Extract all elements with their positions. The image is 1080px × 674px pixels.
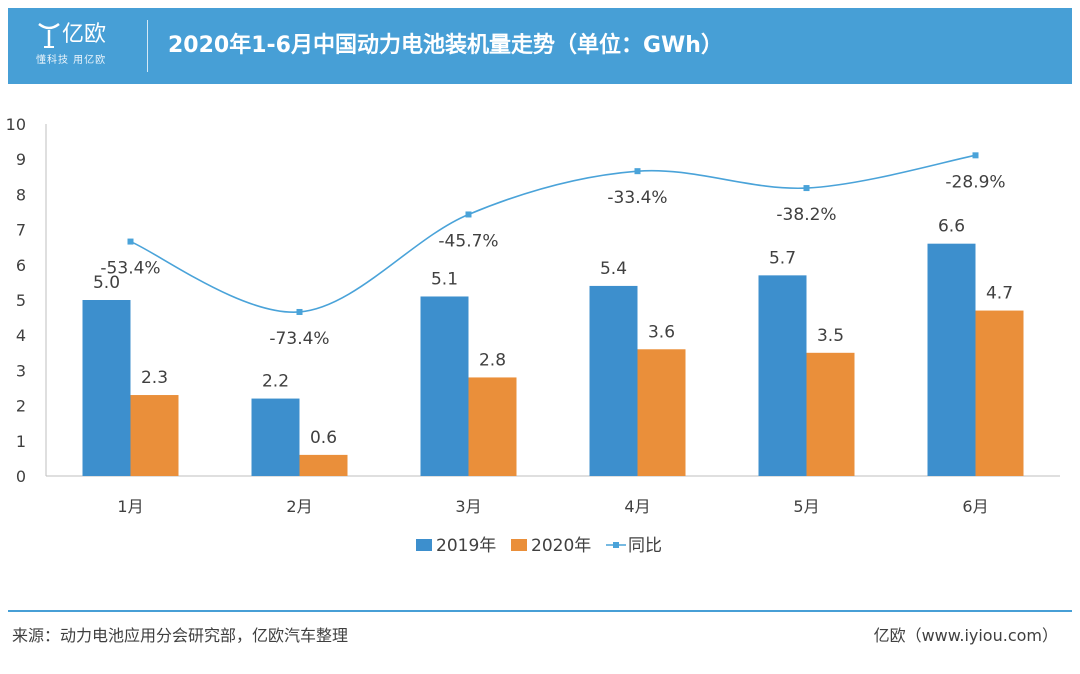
y-tick-label: 9 (16, 150, 26, 169)
yoy-marker (803, 185, 810, 192)
brand-logo: 亿欧 懂科技 用亿欧 (36, 20, 132, 72)
logo-slogan: 懂科技 用亿欧 (36, 55, 107, 66)
bar-2019 (251, 398, 300, 476)
legend-swatch-yoy-marker (613, 542, 619, 548)
yoy-marker (972, 152, 979, 159)
logo-mark-icon (38, 22, 60, 48)
site-credit: 亿欧（www.iyiou.com） (873, 626, 1058, 645)
header-banner: 亿欧 懂科技 用亿欧 2020年1-6月中国动力电池装机量走势（单位：GWh） (8, 8, 1072, 84)
legend-swatch-2020 (511, 539, 527, 551)
bar-2019-value-label: 2.2 (262, 372, 289, 392)
legend-label-2020: 2020年 (531, 536, 591, 556)
yoy-marker (127, 238, 134, 245)
bar-2020 (130, 395, 179, 476)
bar-2020-value-label: 3.6 (648, 322, 675, 342)
y-tick-label: 3 (16, 361, 26, 380)
yoy-value-label: -38.2% (776, 205, 836, 225)
yoy-value-label: -33.4% (607, 188, 667, 208)
y-tick-label: 10 (6, 115, 26, 134)
x-tick-label: 4月 (624, 497, 650, 516)
yoy-value-label: -28.9% (945, 172, 1005, 192)
y-tick-label: 6 (16, 256, 26, 275)
y-tick-label: 2 (16, 397, 26, 416)
bar-2020 (975, 310, 1024, 476)
bar-2019 (927, 243, 976, 476)
bar-2019 (589, 285, 638, 476)
bar-2020-value-label: 4.7 (986, 284, 1013, 304)
x-tick-label: 1月 (117, 497, 143, 516)
logo-name: 亿欧 (62, 22, 107, 47)
legend-label-yoy: 同比 (628, 536, 662, 556)
footer-divider (8, 610, 1072, 612)
yoy-marker (634, 168, 641, 175)
chart-area: 0 1 2 3 4 5 6 7 8 9 10 5.0 2.3 1月 2.2 0.6 2月 5.1 2.8 3月 5.4 3… (6, 115, 1060, 556)
bar-2020 (299, 454, 348, 476)
bar-2019-value-label: 5.0 (93, 273, 120, 293)
bar-2020-value-label: 0.6 (310, 428, 337, 448)
bar-2019-value-label: 6.6 (938, 217, 965, 237)
chart-title: 2020年1-6月中国动力电池装机量走势（单位：GWh） (168, 33, 723, 58)
y-tick-label: 7 (16, 221, 26, 240)
source-note: 来源：动力电池应用分会研究部，亿欧汽车整理 (12, 626, 349, 645)
bar-2020-value-label: 2.8 (479, 350, 506, 370)
legend-swatch-2019 (416, 539, 432, 551)
yoy-value-label: -73.4% (269, 329, 329, 349)
x-tick-label: 6月 (962, 497, 988, 516)
yoy-value-label: -53.4% (100, 259, 160, 279)
x-tick-label: 3月 (455, 497, 481, 516)
bar-2020-value-label: 3.5 (817, 326, 844, 346)
y-tick-label: 0 (16, 467, 26, 486)
x-tick-label: 5月 (793, 497, 819, 516)
bar-2019 (758, 275, 807, 476)
bar-2020 (637, 349, 686, 476)
y-tick-label: 5 (16, 291, 26, 310)
bar-2019-value-label: 5.1 (431, 269, 458, 289)
yoy-value-label: -45.7% (438, 231, 498, 251)
legend-label-2019: 2019年 (436, 536, 496, 556)
yoy-marker (465, 211, 472, 218)
bar-2020 (468, 377, 517, 476)
y-tick-label: 1 (16, 432, 26, 451)
yoy-marker (296, 308, 303, 315)
y-tick-label: 8 (16, 185, 26, 204)
x-tick-label: 2月 (286, 497, 312, 516)
bar-2020 (806, 352, 855, 476)
bar-2020-value-label: 2.3 (141, 368, 168, 388)
bar-2019-value-label: 5.7 (769, 248, 796, 268)
header-divider (147, 20, 148, 72)
bar-2019-value-label: 5.4 (600, 259, 627, 279)
bar-2019 (82, 300, 131, 476)
yoy-line (130, 154, 976, 313)
bar-2019 (420, 296, 469, 476)
y-tick-label: 4 (16, 326, 26, 345)
